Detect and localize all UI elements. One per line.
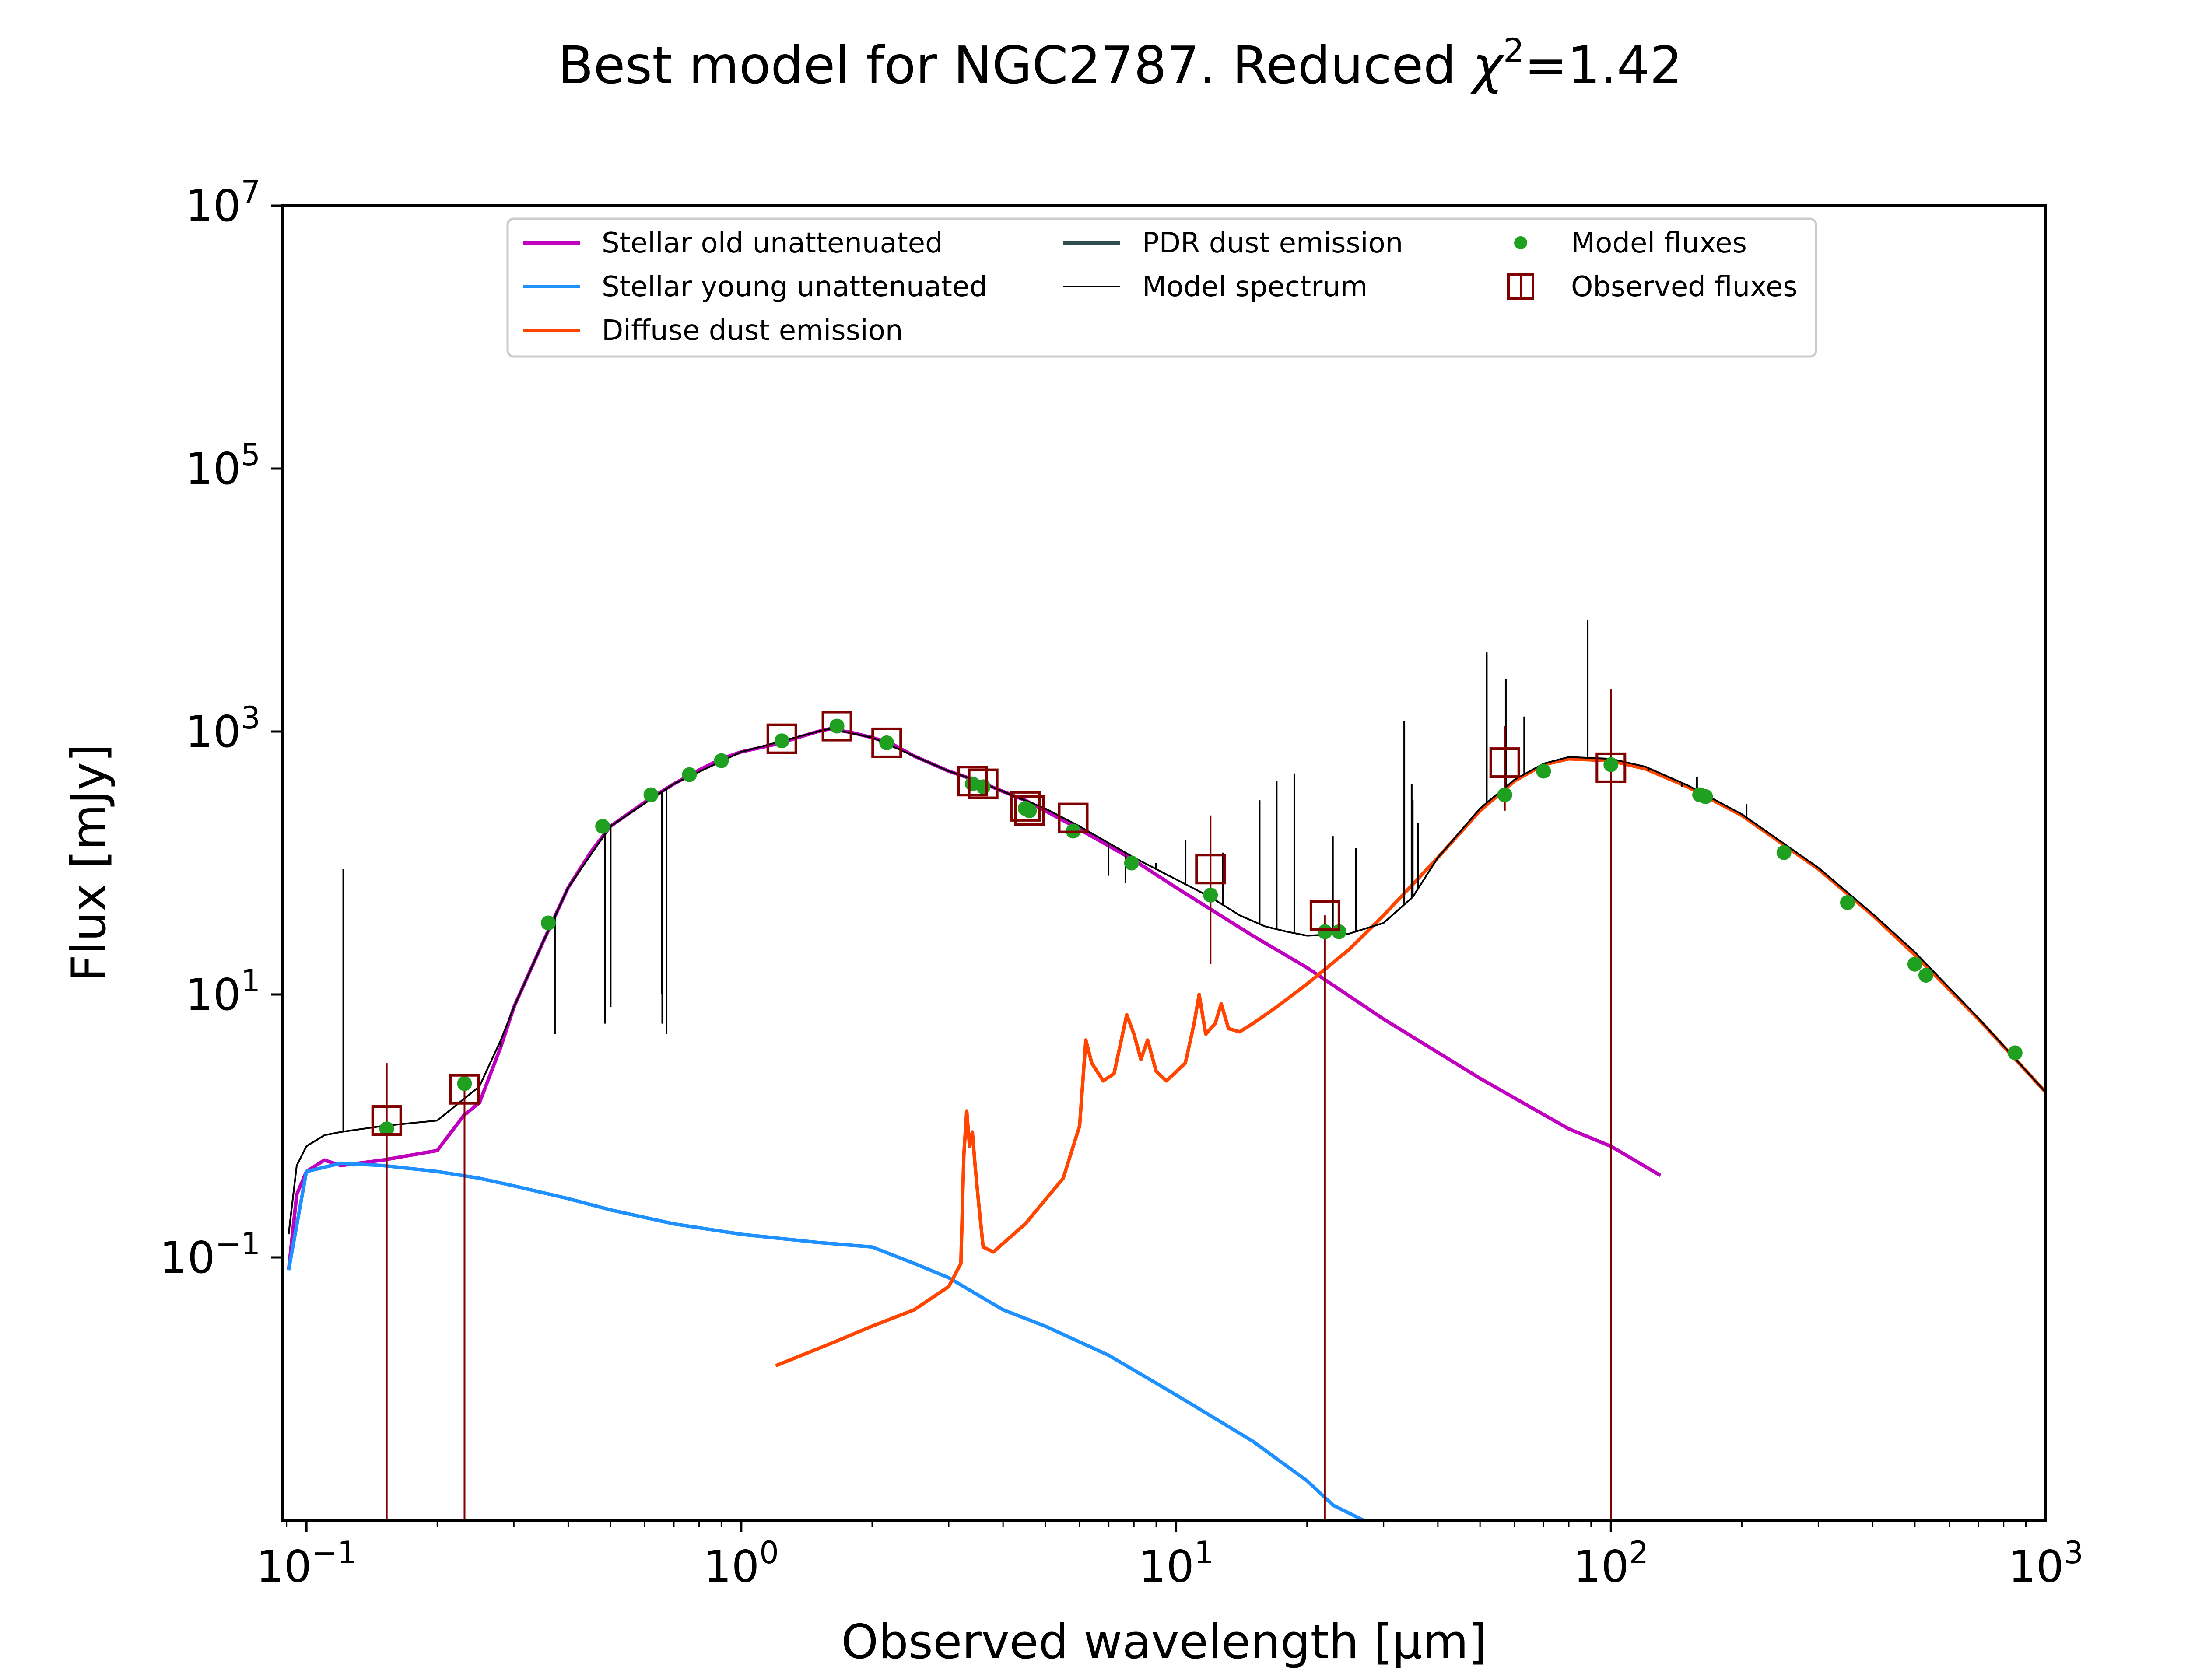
model-flux-point: [1776, 845, 1792, 860]
x-axis-label: Observed wavelength [μm]: [841, 1615, 1487, 1670]
model-flux-point: [879, 735, 894, 750]
observed-flux-marker: [1010, 791, 1041, 822]
series-diffuse-dust-emission: [775, 757, 2046, 1368]
plot-frame: [281, 204, 2047, 1522]
y-axis-label: Flux [mJy]: [62, 744, 116, 982]
model-flux-point: [1603, 757, 1619, 772]
legend-box: [506, 217, 1817, 358]
model-flux-point: [1698, 789, 1713, 804]
observed-flux-marker: [1309, 900, 1340, 931]
model-flux-point: [975, 779, 991, 794]
model-flux-point: [2007, 1045, 2023, 1060]
legend-diffuse-dust-emission-label: Diffuse dust emission: [602, 315, 903, 347]
model-flux-point: [1022, 803, 1037, 818]
y-tick-label: 101: [185, 963, 260, 1020]
model-flux-point: [1203, 887, 1218, 903]
observed-flux-marker: [766, 723, 797, 754]
observed-flux-marker: [1014, 795, 1045, 826]
legend: Stellar old unattenuated Stellar young un…: [506, 217, 1817, 358]
model-flux-point: [1536, 763, 1551, 779]
model-flux-point: [540, 915, 556, 931]
legend-stellar-young-unattenuated-label: Stellar young unattenuated: [602, 271, 987, 303]
legend-observed-fluxes-label: Observed fluxes: [1571, 271, 1798, 303]
model-flux-point: [595, 819, 610, 834]
model-flux-point: [774, 733, 789, 749]
x-tick-label: 100: [704, 1535, 779, 1592]
model-flux-point: [1907, 956, 1922, 972]
observed-flux-marker: [1595, 752, 1627, 783]
model-flux-point: [1840, 895, 1855, 910]
model-flux-point: [682, 767, 697, 782]
legend-pdr-dust-emission-label: PDR dust emission: [1142, 227, 1403, 259]
observed-flux-marker: [957, 766, 988, 797]
axis-ticks: 10−1 100 101 102 103 10−1 101 103 105 107: [160, 174, 2083, 1592]
x-tick-label: 101: [1139, 1535, 1214, 1592]
legend-model-fluxes-label: Model fluxes: [1571, 227, 1747, 259]
x-tick-label: 10−1: [256, 1535, 357, 1592]
model-flux-point: [1918, 968, 1934, 983]
y-tick-label: 10−1: [160, 1226, 260, 1283]
legend-model-fluxes-swatch: [1514, 236, 1527, 249]
observed-flux-marker: [968, 768, 999, 799]
model-flux-point: [379, 1121, 394, 1137]
observed-flux-marker: [449, 1074, 480, 1105]
x-tick-label: 102: [1573, 1535, 1648, 1592]
model-flux-point: [714, 753, 729, 768]
plot-area: [281, 204, 2047, 1522]
y-tick-label: 105: [185, 437, 260, 494]
model-flux-point: [1317, 924, 1332, 939]
model-flux-point: [457, 1076, 472, 1091]
y-tick-label: 103: [185, 700, 260, 757]
legend-model-spectrum-label: Model spectrum: [1142, 271, 1368, 303]
y-tick-label: 107: [185, 174, 260, 231]
marker-layer: [371, 689, 2023, 1520]
model-flux-point: [1497, 787, 1512, 802]
chart-title: Best model for NGC2787. Reduced χ2=1.42: [558, 31, 1683, 95]
model-flux-point: [643, 787, 659, 802]
legend-stellar-old-unattenuated-label: Stellar old unattenuated: [602, 227, 943, 259]
observed-flux-marker: [821, 710, 852, 742]
observed-flux-marker: [371, 1105, 402, 1136]
series-stellar-young-unattenuated: [287, 1161, 1364, 1520]
observed-flux-marker: [871, 727, 902, 758]
observed-flux-marker: [1489, 747, 1520, 778]
x-tick-label: 103: [2008, 1535, 2083, 1592]
observed-flux-marker: [1195, 854, 1226, 885]
model-flux-point: [829, 718, 845, 734]
model-flux-point: [1124, 855, 1139, 871]
observed-flux-marker: [1058, 802, 1089, 833]
